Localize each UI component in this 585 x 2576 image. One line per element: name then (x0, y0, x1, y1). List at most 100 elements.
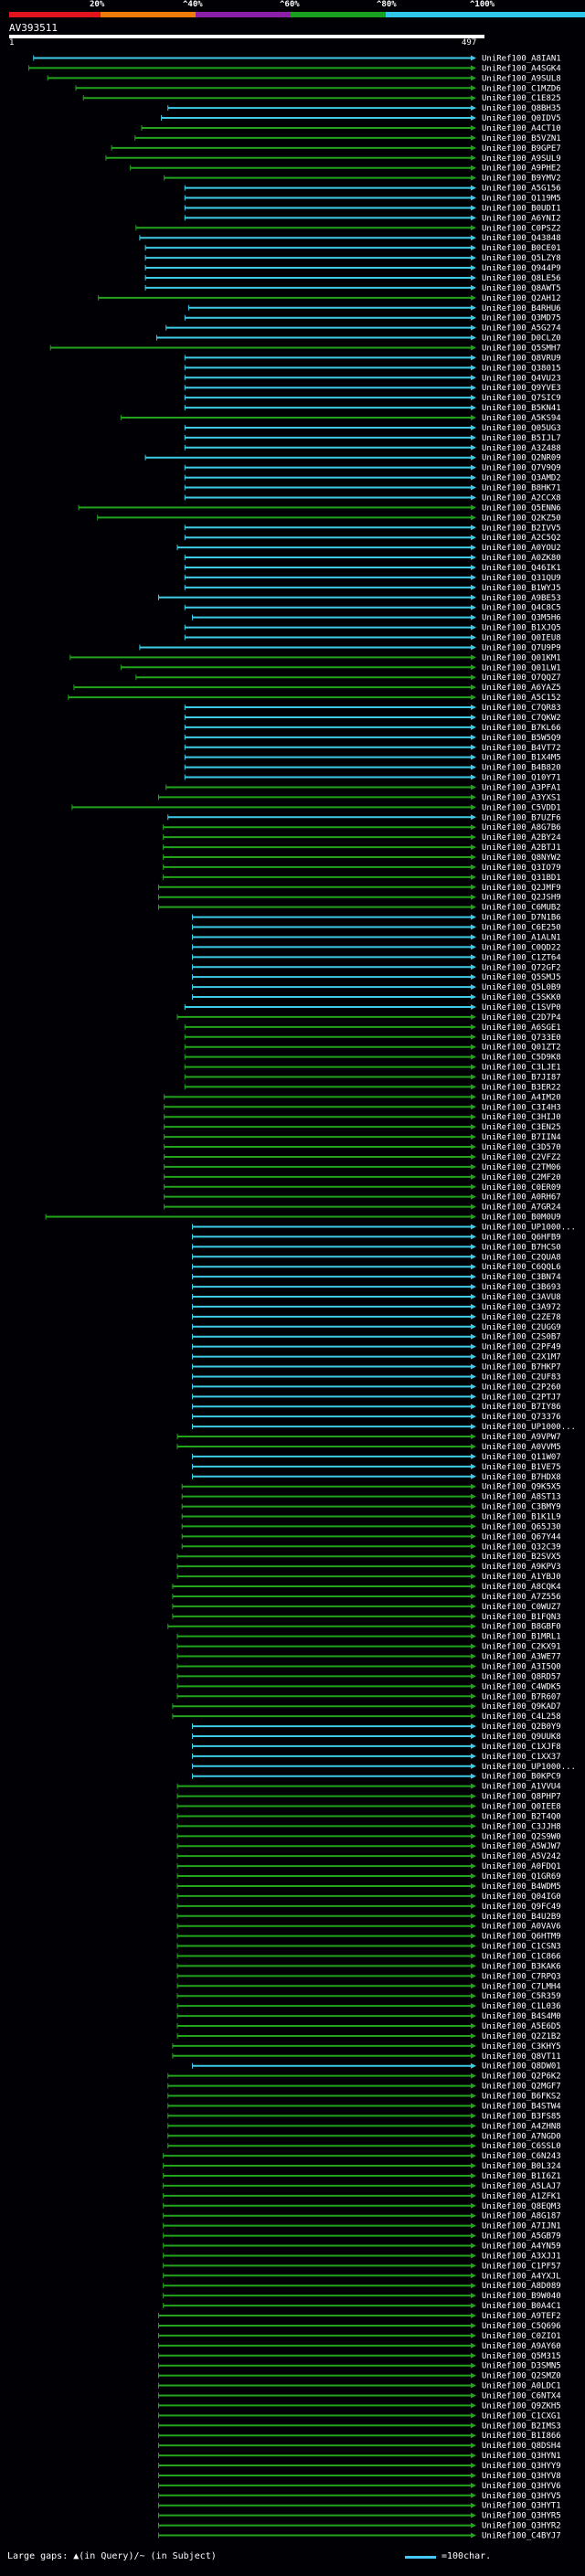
hit-label[interactable]: UniRef100_B1MRL1 (482, 1633, 561, 1642)
hit-label[interactable]: UniRef100_C6E250 (482, 924, 561, 933)
hit-label[interactable]: UniRef100_Q7U9P9 (482, 643, 561, 652)
hit-label[interactable]: UniRef100_C2X1M7 (482, 1353, 561, 1362)
hit-label[interactable]: UniRef100_A4YN59 (482, 2242, 561, 2252)
hit-label[interactable]: UniRef100_C7RPQ3 (482, 1972, 561, 1981)
hit-label[interactable]: UniRef100_A9TEF2 (482, 2312, 561, 2321)
hit-label[interactable]: UniRef100_Q3HYR5 (482, 2512, 561, 2521)
hit-label[interactable]: UniRef100_Q3HYV8 (482, 2472, 561, 2481)
hit-label[interactable]: UniRef100_Q1GR69 (482, 1872, 561, 1882)
hit-label[interactable]: UniRef100_C3I4H3 (482, 1103, 561, 1112)
hit-label[interactable]: UniRef100_B7IY86 (482, 1403, 561, 1412)
hit-label[interactable]: UniRef100_C3D570 (482, 1143, 561, 1152)
hit-label[interactable]: UniRef100_C1XX37 (482, 1753, 561, 1762)
hit-label[interactable]: UniRef100_A3XJJ1 (482, 2252, 561, 2261)
hit-label[interactable]: UniRef100_B7HKP7 (482, 1363, 561, 1373)
hit-label[interactable]: UniRef100_C1ZT64 (482, 953, 561, 962)
hit-label[interactable]: UniRef100_A3WE77 (482, 1653, 561, 1662)
hit-label[interactable]: UniRef100_Q2SMZ0 (482, 2372, 561, 2381)
hit-label[interactable]: UniRef100_A2CCX8 (482, 493, 561, 503)
hit-label[interactable]: UniRef100_C1XJF8 (482, 1743, 561, 1752)
hit-label[interactable]: UniRef100_C2ZE78 (482, 1313, 561, 1322)
hit-label[interactable]: UniRef100_C6NTX4 (482, 2391, 561, 2401)
hit-label[interactable]: UniRef100_C2TM06 (482, 1163, 561, 1172)
hit-label[interactable]: UniRef100_C0QD22 (482, 943, 561, 952)
hit-label[interactable]: UniRef100_C3HIJ0 (482, 1113, 561, 1122)
hit-label[interactable]: UniRef100_Q119M5 (482, 195, 561, 204)
hit-label[interactable]: UniRef100_Q11W07 (482, 1453, 561, 1462)
hit-label[interactable]: UniRef100_B1WYJ5 (482, 584, 561, 593)
hit-label[interactable]: UniRef100_A2C5Q2 (482, 534, 561, 543)
hit-label[interactable]: UniRef100_A9SUL8 (482, 74, 561, 83)
hit-label[interactable]: UniRef100_Q3HYR2 (482, 2522, 561, 2531)
hit-label[interactable]: UniRef100_Q6HFB9 (482, 1233, 561, 1242)
hit-label[interactable]: UniRef100_B1XJQ5 (482, 624, 561, 633)
hit-label[interactable]: UniRef100_B5KN41 (482, 404, 561, 413)
hit-label[interactable]: UniRef100_C2QUA8 (482, 1253, 561, 1262)
hit-label[interactable]: UniRef100_B3ER22 (482, 1083, 561, 1092)
hit-label[interactable]: UniRef100_A6SGE1 (482, 1023, 561, 1033)
hit-label[interactable]: UniRef100_B4VT72 (482, 744, 561, 753)
hit-label[interactable]: UniRef100_Q31QU9 (482, 574, 561, 583)
hit-label[interactable]: UniRef100_Q2S9W0 (482, 1832, 561, 1841)
hit-label[interactable]: UniRef100_C1SVP0 (482, 1003, 561, 1012)
hit-label[interactable]: UniRef100_B2IMS3 (482, 2422, 561, 2431)
hit-label[interactable]: UniRef100_Q05UG3 (482, 424, 561, 433)
hit-label[interactable]: UniRef100_C7LMH4 (482, 1982, 561, 1991)
hit-label[interactable]: UniRef100_C5VDD1 (482, 803, 561, 812)
hit-label[interactable]: UniRef100_Q9YVE3 (482, 384, 561, 393)
hit-label[interactable]: UniRef100_C3AVU8 (482, 1293, 561, 1302)
hit-label[interactable]: UniRef100_B0A4C1 (482, 2302, 561, 2311)
hit-label[interactable]: UniRef100_UP1000... (482, 1763, 576, 1772)
hit-label[interactable]: UniRef100_B9W040 (482, 2292, 561, 2301)
hit-label[interactable]: UniRef100_C4L258 (482, 1712, 561, 1722)
hit-label[interactable]: UniRef100_Q3MD75 (482, 314, 561, 323)
hit-label[interactable]: UniRef100_B1I866 (482, 2432, 561, 2441)
hit-label[interactable]: UniRef100_A4SGK4 (482, 64, 561, 73)
hit-label[interactable]: UniRef100_C1CSN3 (482, 1943, 561, 1952)
hit-label[interactable]: UniRef100_Q3HYV6 (482, 2482, 561, 2491)
hit-label[interactable]: UniRef100_B3KAK6 (482, 1962, 561, 1971)
hit-label[interactable]: UniRef100_C2S0B7 (482, 1333, 561, 1342)
hit-label[interactable]: UniRef100_Q9UUK8 (482, 1733, 561, 1742)
hit-label[interactable]: UniRef100_A9VPW7 (482, 1433, 561, 1442)
hit-label[interactable]: UniRef100_C7QR83 (482, 704, 561, 713)
hit-label[interactable]: UniRef100_Q4VU23 (482, 374, 561, 383)
hit-label[interactable]: UniRef100_Q733E0 (482, 1034, 561, 1043)
hit-label[interactable]: UniRef100_Q2MGF7 (482, 2083, 561, 2092)
hit-label[interactable]: UniRef100_A2BTJ1 (482, 843, 561, 853)
hit-label[interactable]: UniRef100_Q7V9Q9 (482, 464, 561, 473)
hit-label[interactable]: UniRef100_C2D7P4 (482, 1013, 561, 1023)
hit-label[interactable]: UniRef100_Q8RD57 (482, 1672, 561, 1681)
hit-label[interactable]: UniRef100_B5W5Q9 (482, 734, 561, 743)
hit-label[interactable]: UniRef100_A5KS94 (482, 414, 561, 423)
hit-label[interactable]: UniRef100_Q67Y44 (482, 1532, 561, 1542)
hit-label[interactable]: UniRef100_B7UZF6 (482, 813, 561, 822)
hit-label[interactable]: UniRef100_A1YBJ0 (482, 1573, 561, 1582)
hit-label[interactable]: UniRef100_B7HCS0 (482, 1243, 561, 1252)
hit-label[interactable]: UniRef100_B4RHU6 (482, 304, 561, 313)
hit-label[interactable]: UniRef100_C2PF49 (482, 1343, 561, 1352)
hit-label[interactable]: UniRef100_Q9KAD7 (482, 1702, 561, 1712)
hit-label[interactable]: UniRef100_Q04IG0 (482, 1892, 561, 1902)
hit-label[interactable]: UniRef100_Q8VRU9 (482, 354, 561, 363)
hit-label[interactable]: UniRef100_B2T4Q0 (482, 1812, 561, 1821)
hit-label[interactable]: UniRef100_A3Z488 (482, 444, 561, 453)
hit-label[interactable]: UniRef100_C1L036 (482, 2002, 561, 2011)
hit-label[interactable]: UniRef100_C0ER09 (482, 1183, 561, 1193)
hit-label[interactable]: UniRef100_C0WUZ7 (482, 1603, 561, 1612)
hit-label[interactable]: UniRef100_B0L324 (482, 2162, 561, 2171)
hit-label[interactable]: UniRef100_C5R359 (482, 1992, 561, 2001)
hit-label[interactable]: UniRef100_A1ALN1 (482, 933, 561, 942)
hit-label[interactable]: UniRef100_Q0IEE8 (482, 1803, 561, 1812)
hit-label[interactable]: UniRef100_A4IM20 (482, 1093, 561, 1102)
hit-label[interactable]: UniRef100_C5SKK0 (482, 993, 561, 1002)
hit-label[interactable]: UniRef100_A5V242 (482, 1852, 561, 1861)
hit-label[interactable]: UniRef100_Q5L0B9 (482, 983, 561, 992)
hit-label[interactable]: UniRef100_Q46IK1 (482, 564, 561, 573)
hit-label[interactable]: UniRef100_A3I5Q0 (482, 1662, 561, 1671)
hit-label[interactable]: UniRef100_A9BE53 (482, 594, 561, 603)
hit-label[interactable]: UniRef100_B0KPC9 (482, 1773, 561, 1782)
hit-label[interactable]: UniRef100_Q8EQM3 (482, 2202, 561, 2211)
hit-label[interactable]: UniRef100_Q8LE56 (482, 274, 561, 283)
hit-label[interactable]: UniRef100_A5WJW7 (482, 1842, 561, 1851)
